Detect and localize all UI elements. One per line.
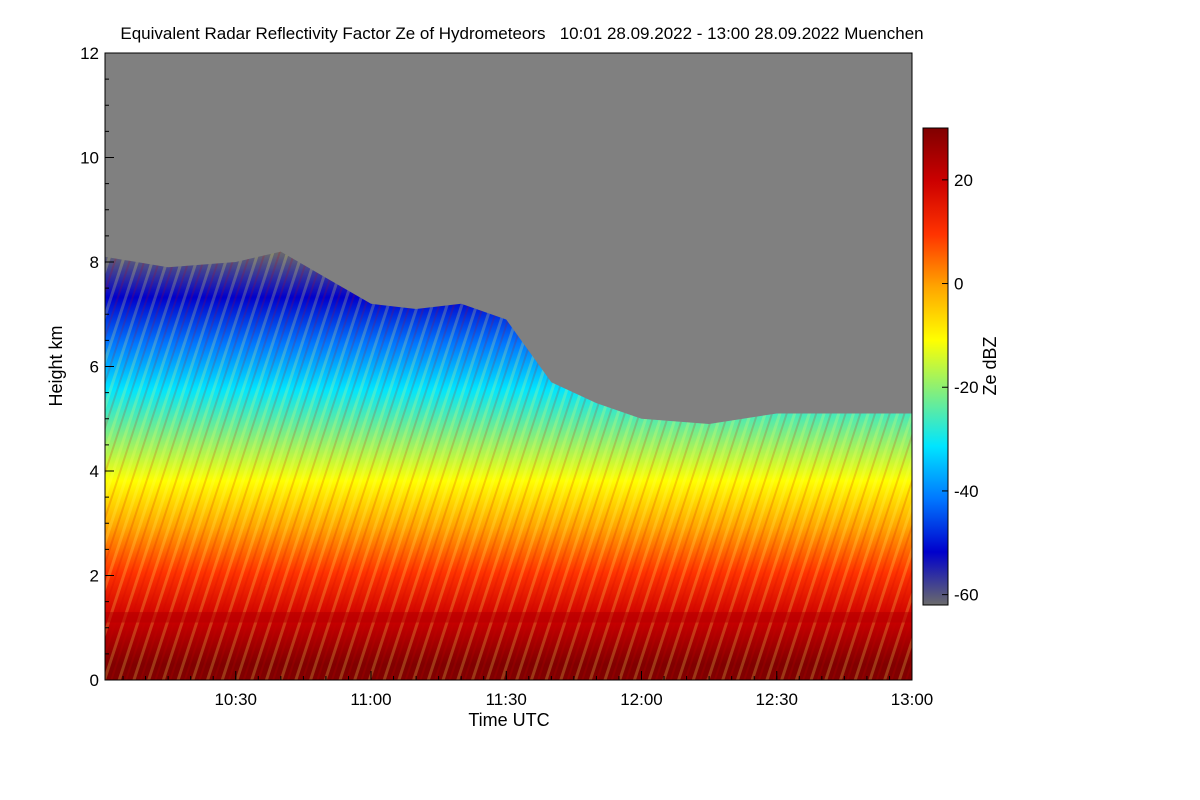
colorbar-label: Ze dBZ [980,336,1000,395]
colorbar-tick-label: 0 [954,275,963,294]
x-tick-label: 12:00 [620,690,663,709]
x-tick-label: 13:00 [891,690,934,709]
colorbar: -60 -40 -20 0 20 Ze dBZ [922,127,1000,606]
x-tick-label: 10:30 [214,690,257,709]
x-axis-label: Time UTC [468,710,549,730]
y-tick-label: 12 [80,44,99,63]
x-tick-label: 12:30 [755,690,798,709]
colorbar-gradient [922,127,949,606]
x-axis: 10:30 11:00 11:30 12:00 12:30 13:00 [122,671,934,709]
y-tick-label: 2 [90,567,99,586]
y-tick-label: 4 [90,462,99,481]
melting-layer-band [105,612,912,623]
chart-title: Equivalent Radar Reflectivity Factor Ze … [120,24,923,43]
x-tick-label: 11:00 [350,690,391,709]
colorbar-tick-label: -20 [954,378,979,397]
y-tick-label: 6 [90,358,99,377]
plot-area [104,52,913,681]
y-axis: 0 2 4 6 8 10 12 [80,44,114,690]
y-tick-label: 8 [90,253,99,272]
colorbar-ticks: -60 -40 -20 0 20 [942,171,979,605]
x-tick-label: 11:30 [486,690,527,709]
colorbar-tick-label: -40 [954,482,979,501]
fall-streaks [105,251,912,680]
colorbar-tick-label: 20 [954,171,973,190]
y-tick-label: 0 [90,671,99,690]
y-axis-label: Height km [46,325,66,406]
y-tick-label: 10 [80,149,99,168]
colorbar-tick-label: -60 [954,586,979,605]
